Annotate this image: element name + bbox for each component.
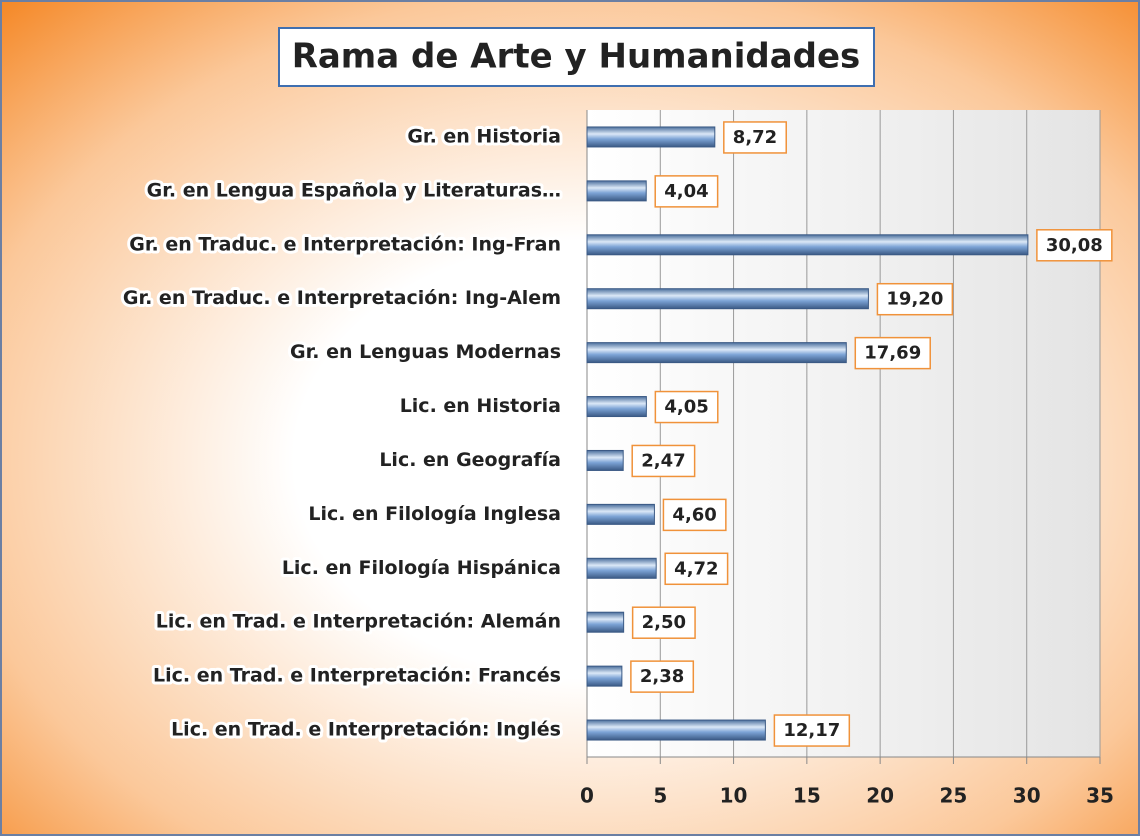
y-tick-label: Gr. en Traduc. e Interpretación: Ing-Fra… xyxy=(129,233,561,255)
value-label-box xyxy=(854,336,931,370)
value-label-box xyxy=(773,714,851,747)
bar xyxy=(586,342,847,364)
y-tick-label: Lic. en Trad. e Interpretación: Inglés xyxy=(171,719,561,741)
value-label-box xyxy=(630,660,695,693)
value-label-box xyxy=(654,390,719,424)
value-label: 4,72 xyxy=(674,558,718,579)
bar xyxy=(586,557,657,579)
bar xyxy=(586,503,655,525)
y-tick-label: Lic. en Trad. e Interpretación: Francés xyxy=(153,665,561,687)
title-box xyxy=(278,27,875,87)
x-tick-label: 30 xyxy=(1013,784,1041,808)
value-label: 17,69 xyxy=(864,343,921,364)
value-label: 4,05 xyxy=(664,397,708,418)
value-label: 19,20 xyxy=(886,289,943,310)
bar xyxy=(586,719,766,741)
y-tick-label: Lic. en Geografía xyxy=(379,449,561,471)
value-label-box xyxy=(723,121,787,154)
x-tick-label: 5 xyxy=(653,784,667,808)
value-label: 2,38 xyxy=(640,666,684,687)
value-label: 8,72 xyxy=(733,127,777,148)
value-label-box xyxy=(631,606,696,639)
y-tick-label: Gr. en Lenguas Modernas xyxy=(290,341,561,363)
x-tick-label: 10 xyxy=(720,784,748,808)
value-label: 4,04 xyxy=(664,181,708,202)
value-label-box xyxy=(876,282,954,316)
y-tick-label: Lic. en Filología Hispánica xyxy=(282,557,561,579)
bar xyxy=(586,234,1029,256)
y-tick-label: Gr. en Traduc. e Interpretación: Ing-Ale… xyxy=(123,287,561,309)
y-tick-label: Lic. en Trad. e Interpretación: Alemán xyxy=(156,611,561,633)
x-tick-label: 35 xyxy=(1086,784,1114,808)
bar xyxy=(586,180,647,202)
y-tick-label: Lic. en Historia xyxy=(400,395,561,417)
value-label: 12,17 xyxy=(783,720,840,741)
bar xyxy=(586,611,625,633)
value-label-box xyxy=(631,444,696,478)
value-label-box xyxy=(1036,229,1113,262)
value-label-box xyxy=(662,498,727,532)
y-tick-label: Gr. en Historia xyxy=(407,125,561,147)
bar xyxy=(586,449,624,471)
bar xyxy=(586,126,716,148)
chart-title: Rama de Arte y Humanidades xyxy=(292,37,861,77)
value-label: 30,08 xyxy=(1046,235,1103,256)
bar xyxy=(586,665,623,687)
value-label: 2,50 xyxy=(642,612,686,633)
value-label: 2,47 xyxy=(641,450,685,471)
y-tick-label: Gr. en Lengua Española y Literaturas… xyxy=(147,179,561,201)
x-tick-label: 15 xyxy=(793,784,821,808)
plot-area xyxy=(587,110,1100,757)
x-tick-label: 25 xyxy=(940,784,968,808)
value-label-box xyxy=(664,552,729,586)
bar xyxy=(586,396,647,418)
bar xyxy=(586,288,869,310)
value-label: 4,60 xyxy=(672,504,716,525)
x-tick-label: 20 xyxy=(866,784,894,808)
value-label-box xyxy=(654,175,719,208)
x-tick-label: 0 xyxy=(580,784,594,808)
y-tick-label: Lic. en Filología Inglesa xyxy=(308,503,561,525)
